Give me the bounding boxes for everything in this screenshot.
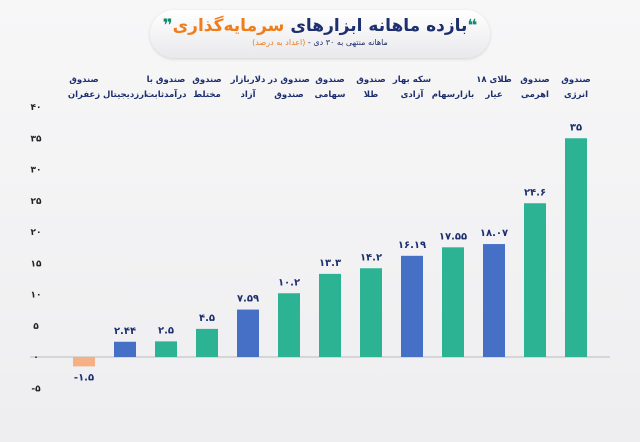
value-label: ۴.۵: [199, 313, 215, 324]
y-tick-label: ۴۰: [31, 103, 42, 113]
y-tick-label: ۲۵: [31, 197, 42, 207]
category-label: عیار: [484, 90, 502, 100]
title-banner: ❝بازده ماهانه ابزارهای سرمایه‌گذاری❞ ماه…: [150, 10, 490, 58]
category-label: صندوق: [69, 75, 98, 85]
value-label: ۱۴.۲: [360, 252, 382, 263]
bar: [278, 293, 300, 357]
value-label: ۱۸.۰۷: [480, 228, 508, 239]
category-label: درآمدثابت: [146, 88, 188, 100]
value-label: ۱۳.۳: [319, 258, 341, 269]
category-label: صندوق: [315, 75, 344, 85]
value-label: ۷.۵۹: [237, 294, 259, 305]
category-label: دلاربازار: [230, 75, 266, 85]
y-tick-label: -۵: [31, 384, 41, 394]
quote-icon: ❞: [162, 16, 173, 36]
category-label: طلای ۱۸: [476, 75, 512, 85]
title-part-2: سرمایه‌گذاری: [172, 16, 285, 36]
category-label: صندوق در: [267, 75, 310, 85]
category-label: صندوق: [561, 75, 590, 85]
bar: [73, 357, 95, 367]
chart-subtitle: ماهانه منتهی به ۳۰ دی - (اعداد به درصد): [150, 38, 490, 47]
category-label: اهرمی: [521, 90, 549, 100]
bar: [401, 255, 423, 357]
bar: [114, 341, 136, 357]
value-label: ۲.۵: [158, 325, 174, 336]
y-tick-label: ۵: [33, 322, 39, 332]
category-label: صندوق: [274, 90, 303, 100]
y-tick-label: ۲۰: [31, 228, 42, 238]
category-label: بازارسهام: [432, 90, 474, 100]
category-label: زعفران: [68, 90, 100, 100]
category-label: ارزدیجیتال: [103, 90, 147, 100]
y-tick-label: ۳۵: [31, 134, 42, 144]
bar: [524, 203, 546, 357]
bar: [237, 309, 259, 357]
bar: [483, 244, 505, 357]
category-label: سهامی: [314, 90, 345, 100]
category-label: مختلط: [193, 90, 220, 100]
y-tick-label: ۱۵: [31, 259, 42, 269]
category-label: آزادی: [401, 88, 425, 100]
bar: [360, 268, 382, 357]
subtitle-part-1: ماهانه منتهی به ۳۰ دی -: [305, 38, 388, 47]
y-tick-label: ۳۰: [31, 166, 42, 176]
value-label: ۲.۴۴: [114, 326, 136, 337]
bar: [155, 341, 177, 357]
category-label: صندوق: [356, 75, 385, 85]
quote-icon: ❝: [467, 16, 478, 36]
bar: [196, 328, 218, 357]
category-label: طلا: [364, 90, 378, 100]
value-label: ۲۴.۶: [524, 187, 546, 198]
value-label: ۱۶.۱۹: [398, 240, 426, 251]
category-label: صندوق: [520, 75, 549, 85]
value-label: -۱.۵: [74, 372, 94, 383]
category-label: سکه بهار: [392, 75, 431, 85]
category-label: آزاد: [240, 88, 256, 100]
value-label: ۳۵: [570, 122, 582, 133]
bar: [442, 247, 464, 357]
y-tick-label: ۱۰: [31, 291, 42, 301]
subtitle-part-2: (اعداد به درصد): [252, 38, 306, 47]
value-label: ۱۷.۵۵: [439, 231, 467, 242]
category-label: صندوق: [192, 75, 221, 85]
y-tick-label: ۰: [33, 353, 39, 363]
bar: [319, 273, 341, 357]
chart-title: ❝بازده ماهانه ابزارهای سرمایه‌گذاری❞: [150, 16, 490, 36]
bar: [565, 138, 587, 357]
value-label: ۱۰.۲: [278, 277, 300, 288]
title-part-1: بازده ماهانه ابزارهای: [290, 16, 468, 36]
category-label: صندوق با: [147, 75, 186, 85]
category-label: انرژی: [564, 90, 588, 100]
